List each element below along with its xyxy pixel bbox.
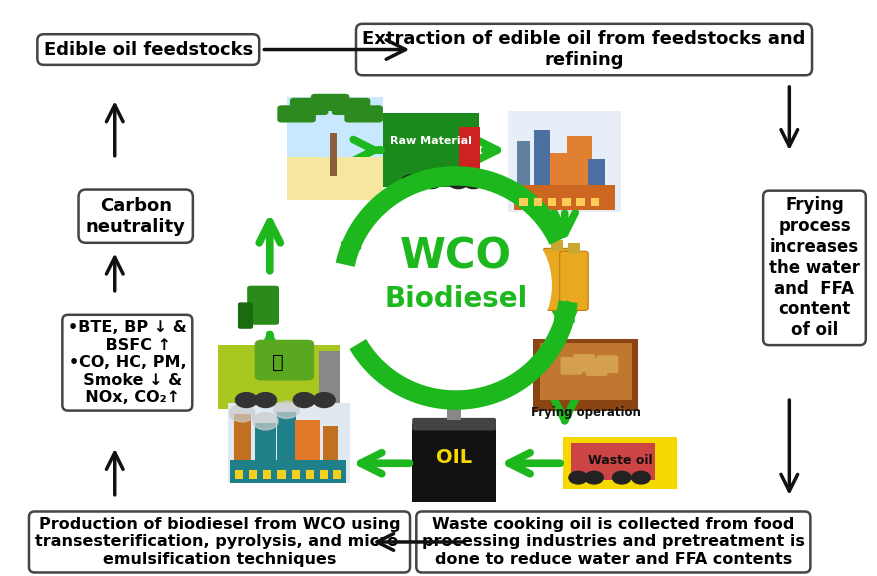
FancyBboxPatch shape <box>550 153 570 210</box>
FancyBboxPatch shape <box>277 411 296 463</box>
FancyBboxPatch shape <box>263 470 271 479</box>
FancyBboxPatch shape <box>412 418 496 430</box>
FancyBboxPatch shape <box>595 355 617 373</box>
FancyBboxPatch shape <box>344 105 382 123</box>
Text: WCO: WCO <box>399 236 511 278</box>
FancyBboxPatch shape <box>533 130 550 210</box>
Circle shape <box>421 175 441 188</box>
FancyBboxPatch shape <box>508 111 621 212</box>
Text: •BTE, BP ↓ &
    BSFC ↑
•CO, HC, PM,
  Smoke ↓ &
  NOx, CO₂↑: •BTE, BP ↓ & BSFC ↑ •CO, HC, PM, Smoke ↓… <box>68 320 187 405</box>
FancyBboxPatch shape <box>291 470 300 479</box>
Circle shape <box>401 175 421 188</box>
FancyBboxPatch shape <box>590 198 598 206</box>
FancyBboxPatch shape <box>255 423 275 463</box>
FancyBboxPatch shape <box>295 420 320 463</box>
FancyBboxPatch shape <box>588 159 604 210</box>
FancyBboxPatch shape <box>289 98 328 115</box>
FancyBboxPatch shape <box>332 98 370 115</box>
Text: Carbon
neutrality: Carbon neutrality <box>86 197 185 236</box>
FancyBboxPatch shape <box>547 198 556 206</box>
FancyBboxPatch shape <box>514 184 614 210</box>
FancyBboxPatch shape <box>230 460 346 483</box>
Circle shape <box>254 393 276 407</box>
FancyBboxPatch shape <box>585 358 607 376</box>
Ellipse shape <box>360 201 552 369</box>
FancyBboxPatch shape <box>551 240 562 251</box>
FancyBboxPatch shape <box>412 425 496 502</box>
Circle shape <box>584 471 602 484</box>
FancyBboxPatch shape <box>277 105 316 123</box>
Text: Extraction of edible oil from feedstocks and
refining: Extraction of edible oil from feedstocks… <box>362 30 805 69</box>
Text: Frying
process
increases
the water
and  FFA
content
of oil: Frying process increases the water and F… <box>768 196 859 339</box>
FancyBboxPatch shape <box>286 97 382 198</box>
FancyBboxPatch shape <box>519 198 527 206</box>
FancyBboxPatch shape <box>318 351 339 403</box>
FancyBboxPatch shape <box>573 354 595 372</box>
Text: Biodiesel: Biodiesel <box>384 286 527 313</box>
FancyBboxPatch shape <box>560 357 581 375</box>
FancyBboxPatch shape <box>305 470 314 479</box>
FancyBboxPatch shape <box>234 470 243 479</box>
Circle shape <box>448 175 467 188</box>
Circle shape <box>253 412 278 430</box>
Text: Frying operation: Frying operation <box>531 406 640 419</box>
FancyBboxPatch shape <box>233 414 250 463</box>
FancyBboxPatch shape <box>567 243 579 253</box>
FancyBboxPatch shape <box>246 286 279 325</box>
FancyBboxPatch shape <box>559 251 588 310</box>
FancyBboxPatch shape <box>323 426 339 463</box>
FancyBboxPatch shape <box>571 443 654 480</box>
FancyBboxPatch shape <box>576 198 584 206</box>
FancyBboxPatch shape <box>330 133 337 176</box>
Text: Waste cooking oil is collected from food
processing industries and pretreatment : Waste cooking oil is collected from food… <box>422 517 804 567</box>
FancyBboxPatch shape <box>563 437 676 489</box>
FancyBboxPatch shape <box>567 136 592 210</box>
Circle shape <box>612 471 631 484</box>
FancyBboxPatch shape <box>539 343 631 400</box>
FancyBboxPatch shape <box>517 142 530 210</box>
FancyBboxPatch shape <box>532 339 638 411</box>
Circle shape <box>293 393 315 407</box>
Circle shape <box>313 393 335 407</box>
FancyBboxPatch shape <box>218 346 339 408</box>
FancyBboxPatch shape <box>382 113 479 187</box>
Text: 🌿: 🌿 <box>272 353 283 372</box>
Circle shape <box>463 175 483 188</box>
Circle shape <box>235 393 257 407</box>
Circle shape <box>568 471 587 484</box>
Text: Edible oil feedstocks: Edible oil feedstocks <box>44 40 253 59</box>
Text: OIL: OIL <box>436 448 472 467</box>
FancyBboxPatch shape <box>277 470 285 479</box>
FancyBboxPatch shape <box>254 340 314 381</box>
Circle shape <box>631 471 650 484</box>
Circle shape <box>229 405 254 422</box>
FancyBboxPatch shape <box>286 157 382 200</box>
FancyBboxPatch shape <box>238 302 253 329</box>
Text: Waste oil: Waste oil <box>587 454 652 468</box>
Text: Raw Material: Raw Material <box>389 136 471 146</box>
FancyBboxPatch shape <box>561 198 570 206</box>
FancyBboxPatch shape <box>310 94 349 111</box>
FancyBboxPatch shape <box>542 248 571 310</box>
Circle shape <box>274 401 299 418</box>
Text: Production of biodiesel from WCO using
transesterification, pyrolysis, and micro: Production of biodiesel from WCO using t… <box>34 517 404 567</box>
FancyBboxPatch shape <box>459 127 480 184</box>
FancyBboxPatch shape <box>320 470 328 479</box>
FancyBboxPatch shape <box>447 397 460 419</box>
FancyBboxPatch shape <box>228 403 349 483</box>
FancyBboxPatch shape <box>248 470 257 479</box>
FancyBboxPatch shape <box>332 470 340 479</box>
FancyBboxPatch shape <box>533 198 541 206</box>
